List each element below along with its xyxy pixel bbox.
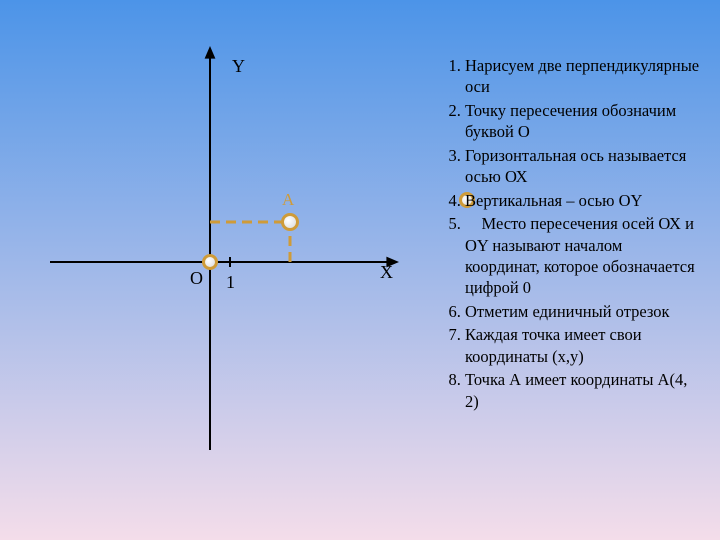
instruction-item: Вертикальная – осью ОY [465,190,700,211]
instruction-item: Точку пересечения обозначим буквой О [465,100,700,143]
instruction-item: Отметим единичный отрезок [465,301,700,322]
instruction-item: Горизонтальная ось называется осью ОХ [465,145,700,188]
instruction-item: Каждая точка имеет свои координаты (x,y) [465,324,700,367]
instruction-item: Нарисуем две перпендикулярные оси [465,55,700,98]
instruction-item: Место пересечения осей ОХ и ОY называют … [465,213,700,299]
svg-text:1: 1 [226,272,235,292]
svg-text:X: X [380,262,393,282]
instruction-item: Точка А имеет координаты А(4, 2) [465,369,700,412]
svg-text:Y: Y [232,56,245,76]
svg-text:O: O [190,268,203,288]
instruction-list: Нарисуем две перпендикулярные осиТочку п… [435,55,700,414]
svg-text:A: A [282,190,295,209]
